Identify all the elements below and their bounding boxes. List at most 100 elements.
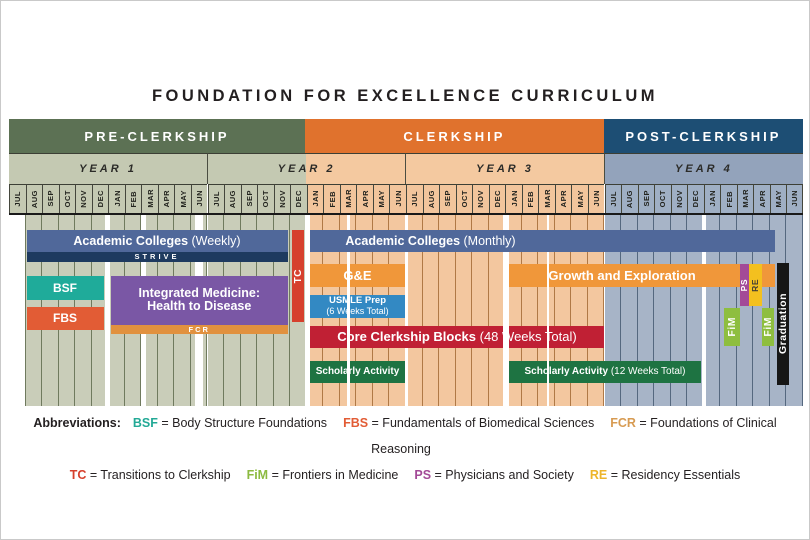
break-line-across-bars <box>346 264 350 383</box>
month-label: DEC <box>691 190 701 208</box>
calendar-column <box>587 215 605 406</box>
calendar-column <box>736 215 754 406</box>
month-label: MAR <box>344 189 354 209</box>
month-label: APR <box>559 190 569 208</box>
calendar-column <box>521 215 539 406</box>
month-label: JUL <box>211 190 221 207</box>
legend-item-re: RE = Residency Essentials <box>590 468 740 482</box>
bar-label-bold: BSF <box>53 280 77 295</box>
bar-label-line: USMLE Prep <box>328 295 386 307</box>
bar-label-bold: TC <box>292 268 304 284</box>
bar-label: Graduation <box>777 293 789 354</box>
legend-full-name: = Foundations of Clinical Reasoning <box>371 416 777 456</box>
month-cell: SEP <box>42 184 59 213</box>
month-label: JUN <box>790 190 800 207</box>
month-cell: SEP <box>637 184 655 213</box>
legend-row: Abbreviations: BSF = Body Structure Found… <box>1 410 809 462</box>
legend-item-bsf: BSF = Body Structure Foundations <box>133 416 327 430</box>
bar-label-bold: G&E <box>343 267 372 283</box>
bar-label: USMLE Prep (6 Weeks Total) <box>326 296 388 316</box>
year-label: YEAR 1 <box>79 163 137 175</box>
bar-growth-and-exploration: Growth and Exploration <box>509 264 775 287</box>
month-cell: JUN <box>190 184 208 213</box>
month-cell: JAN <box>703 184 721 213</box>
month-label: AUG <box>625 189 635 208</box>
calendar-column <box>406 215 423 406</box>
phase-band-label: CLERKSHIP <box>403 128 506 144</box>
month-cell: NOV <box>472 184 489 213</box>
bar-label-bold: FCR <box>188 325 210 334</box>
calendar-column <box>571 215 588 406</box>
month-label: MAY <box>774 190 784 208</box>
month-cell: SEP <box>240 184 258 213</box>
legend-item-fcr: FCR = Foundations of Clinical Reasoning <box>371 416 777 456</box>
bar-label: Scholarly Activity <box>316 366 400 377</box>
month-cell: MAR <box>736 184 754 213</box>
month-cell: DEC <box>91 184 109 213</box>
month-label: DEC <box>294 190 304 208</box>
legend-row: TC = Transitions to Clerkship FiM = Front… <box>1 462 809 488</box>
legend-full-name: = Frontiers in Medicine <box>268 468 399 482</box>
month-label: JUN <box>393 190 403 207</box>
legend-full-name: = Fundamentals of Biomedical Sciences <box>368 416 595 430</box>
bar-label-line: Integrated Medicine: <box>138 285 261 300</box>
month-label: FEB <box>129 190 139 208</box>
month-cell: JUL <box>406 184 423 213</box>
month-cell: MAY <box>372 184 390 213</box>
phase-band-clerkship: CLERKSHIP <box>305 119 604 153</box>
bar-label: G&E <box>343 268 371 283</box>
month-cell: OCT <box>257 184 274 213</box>
month-label: JUN <box>592 190 602 207</box>
bar-label-bold: PS <box>740 278 749 292</box>
month-label: FEB <box>327 190 337 208</box>
bar-fcr: FCR <box>111 325 288 334</box>
legend-full-name: = Physicians and Society <box>431 468 574 482</box>
month-cell: AUG <box>621 184 638 213</box>
bar-core-clerkship-blocks: Core Clerkship Blocks (48 Weeks Total) <box>310 325 604 348</box>
bar-label: FBS <box>53 311 77 325</box>
calendar-column <box>604 215 622 406</box>
month-row-baseline <box>9 212 803 215</box>
month-label: JUL <box>608 190 618 207</box>
month-cell: OCT <box>654 184 671 213</box>
legend-heading: Abbreviations: <box>33 416 121 430</box>
bar-label: Integrated Medicine: Health to Disease <box>138 285 261 314</box>
month-cell: JUL <box>604 184 622 213</box>
month-label: MAR <box>542 189 552 209</box>
month-label: JUN <box>195 190 205 207</box>
legend-abbr: RE <box>589 468 608 482</box>
phase-band-label: PRE-CLERKSHIP <box>84 128 230 144</box>
month-cell: APR <box>356 184 373 213</box>
bar-label-bold: STRIVE <box>134 252 180 262</box>
bar-fbs: FBS <box>26 306 104 330</box>
legend-abbr: BSF <box>132 416 158 430</box>
bar-label-regular: (48 Weeks Total) <box>476 329 577 344</box>
month-label: SEP <box>443 190 453 207</box>
month-label: APR <box>360 190 370 208</box>
calendar-column <box>621 215 638 406</box>
month-cell: NOV <box>273 184 291 213</box>
calendar-column <box>505 215 522 406</box>
calendar-column <box>703 215 721 406</box>
break-gap <box>701 215 706 406</box>
month-cell: MAY <box>174 184 191 213</box>
bar-label: FiM <box>726 317 738 337</box>
bar-label: Core Clerkship Blocks (48 Weeks Total) <box>337 329 576 344</box>
legend-item-fim: FiM = Frontiers in Medicine <box>247 468 399 482</box>
month-label: AUG <box>29 189 39 208</box>
bar-label: Academic Colleges (Monthly) <box>345 234 515 248</box>
month-cell: NOV <box>75 184 92 213</box>
bar-label: RE <box>750 279 760 292</box>
month-cell: AUG <box>422 184 440 213</box>
month-cell: AUG <box>25 184 43 213</box>
bar-academic-colleges-monthly: Academic Colleges (Monthly) <box>310 230 775 252</box>
year-cell-1: YEAR 1 <box>9 153 207 184</box>
month-label: JUL <box>410 190 420 207</box>
month-cell: AUG <box>224 184 241 213</box>
bar-scholarly-activity-1: Scholarly Activity <box>310 360 405 383</box>
bar-label-bold: Graduation <box>776 293 789 355</box>
month-label: FEB <box>724 190 734 208</box>
month-label: APR <box>757 190 767 208</box>
bar-integrated-medicine: Integrated Medicine: Health to Disease <box>111 275 288 325</box>
